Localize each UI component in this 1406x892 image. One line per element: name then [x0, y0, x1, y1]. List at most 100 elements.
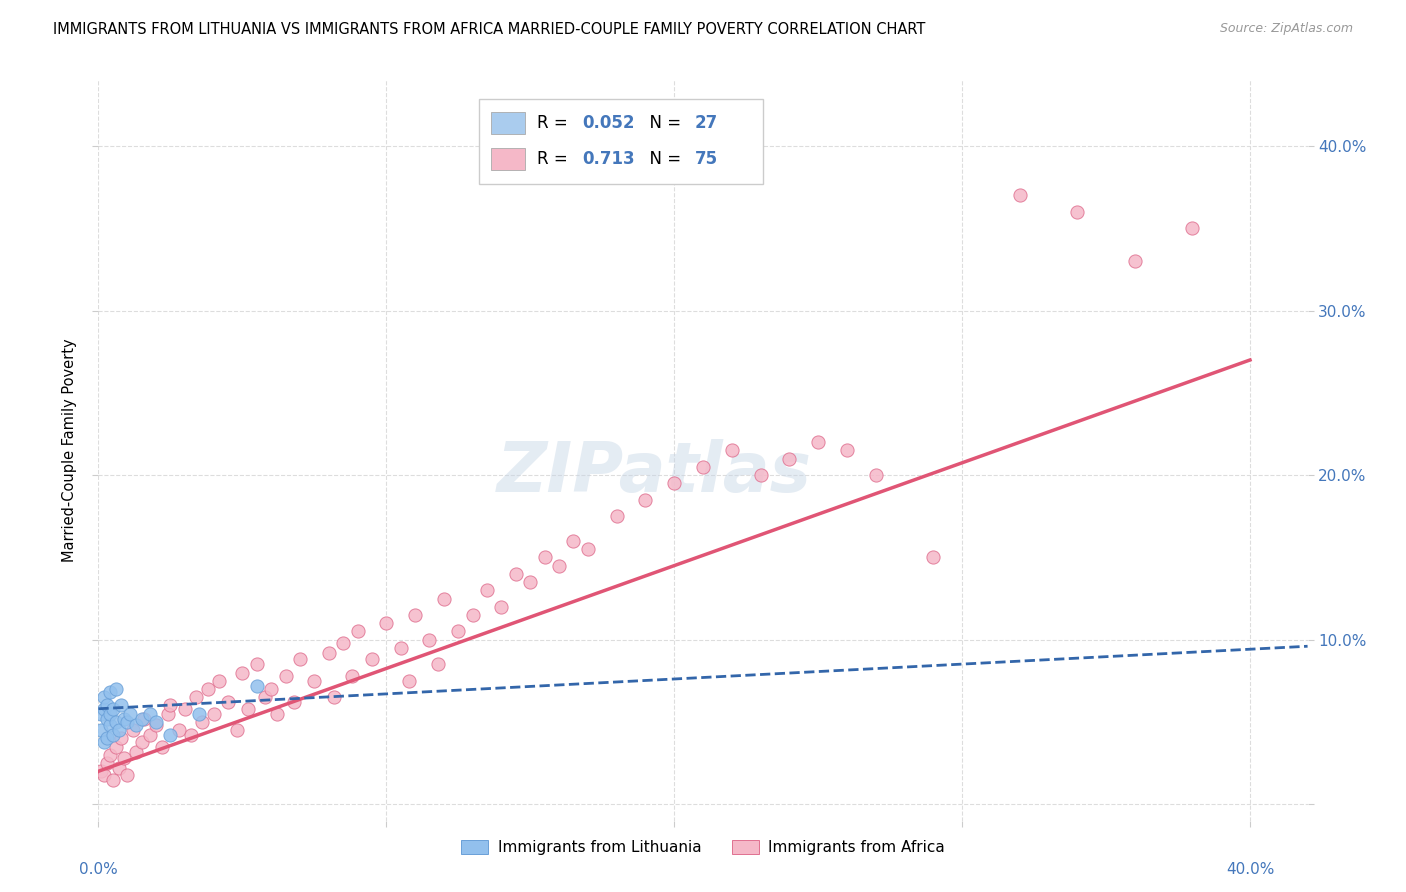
Point — [110, 731, 132, 746]
Point — [93, 690, 115, 705]
Point — [167, 723, 190, 738]
Point — [778, 451, 800, 466]
Point — [202, 706, 225, 721]
Point — [447, 624, 470, 639]
Point — [139, 728, 162, 742]
FancyBboxPatch shape — [479, 99, 763, 184]
Point — [548, 558, 571, 573]
Point — [562, 533, 585, 548]
Point — [398, 673, 420, 688]
FancyBboxPatch shape — [492, 112, 526, 135]
Point — [191, 714, 214, 729]
Text: 0.713: 0.713 — [582, 150, 634, 168]
Text: ZIPatlas: ZIPatlas — [498, 439, 813, 506]
Text: 27: 27 — [695, 114, 718, 132]
Point — [96, 698, 118, 713]
Point — [150, 739, 173, 754]
Point — [145, 718, 167, 732]
Point — [93, 767, 115, 781]
Point — [180, 728, 202, 742]
Text: N =: N = — [638, 150, 686, 168]
Point — [197, 681, 219, 696]
Point — [922, 550, 945, 565]
Point — [125, 718, 148, 732]
Point — [112, 751, 135, 765]
Point — [720, 443, 742, 458]
Point — [101, 728, 124, 742]
Point — [98, 685, 121, 699]
Point — [606, 509, 628, 524]
Point — [101, 772, 124, 787]
Point — [433, 591, 456, 606]
Point — [1123, 254, 1146, 268]
Point — [122, 723, 145, 738]
Text: N =: N = — [638, 114, 686, 132]
Point — [96, 756, 118, 770]
Text: R =: R = — [537, 114, 574, 132]
Point — [236, 702, 259, 716]
Text: IMMIGRANTS FROM LITHUANIA VS IMMIGRANTS FROM AFRICA MARRIED-COUPLE FAMILY POVERT: IMMIGRANTS FROM LITHUANIA VS IMMIGRANTS … — [53, 22, 925, 37]
FancyBboxPatch shape — [492, 148, 526, 169]
Point — [159, 698, 181, 713]
Point — [104, 714, 127, 729]
Point — [110, 698, 132, 713]
Point — [186, 690, 208, 705]
Point — [865, 468, 887, 483]
Point — [93, 702, 115, 716]
Point — [225, 723, 247, 738]
Point — [93, 734, 115, 748]
Point — [90, 706, 112, 721]
Point — [173, 702, 195, 716]
Point — [98, 718, 121, 732]
Point — [533, 550, 555, 565]
Point — [1066, 205, 1088, 219]
Point — [835, 443, 858, 458]
Point — [246, 679, 269, 693]
Point — [304, 673, 326, 688]
Point — [104, 681, 127, 696]
Point — [664, 476, 686, 491]
Point — [131, 734, 153, 748]
Point — [375, 616, 398, 631]
Point — [346, 624, 368, 639]
Point — [246, 657, 269, 672]
Point — [90, 723, 112, 738]
Point — [115, 714, 138, 729]
Point — [131, 712, 153, 726]
Text: 40.0%: 40.0% — [1226, 862, 1274, 877]
Point — [96, 731, 118, 746]
Point — [107, 723, 129, 738]
Point — [389, 640, 412, 655]
Point — [96, 712, 118, 726]
Point — [634, 492, 657, 507]
Point — [107, 761, 129, 775]
Point — [1181, 221, 1204, 235]
Point — [139, 706, 162, 721]
Point — [98, 747, 121, 762]
Point — [217, 695, 239, 709]
Point — [475, 583, 498, 598]
Point — [112, 712, 135, 726]
Point — [505, 566, 527, 581]
Point — [318, 646, 340, 660]
Point — [101, 702, 124, 716]
Point — [361, 652, 384, 666]
Point — [807, 435, 830, 450]
Point — [461, 607, 484, 622]
Point — [254, 690, 277, 705]
Point — [260, 681, 283, 696]
Point — [274, 669, 297, 683]
Point — [98, 706, 121, 721]
Point — [692, 459, 714, 474]
Text: 0.052: 0.052 — [582, 114, 634, 132]
Point — [576, 542, 599, 557]
Point — [231, 665, 253, 680]
Point — [208, 673, 231, 688]
Point — [491, 599, 513, 614]
Text: R =: R = — [537, 150, 574, 168]
Point — [427, 657, 450, 672]
Point — [120, 706, 142, 721]
Point — [266, 706, 288, 721]
Point — [332, 636, 354, 650]
Point — [1008, 188, 1031, 202]
